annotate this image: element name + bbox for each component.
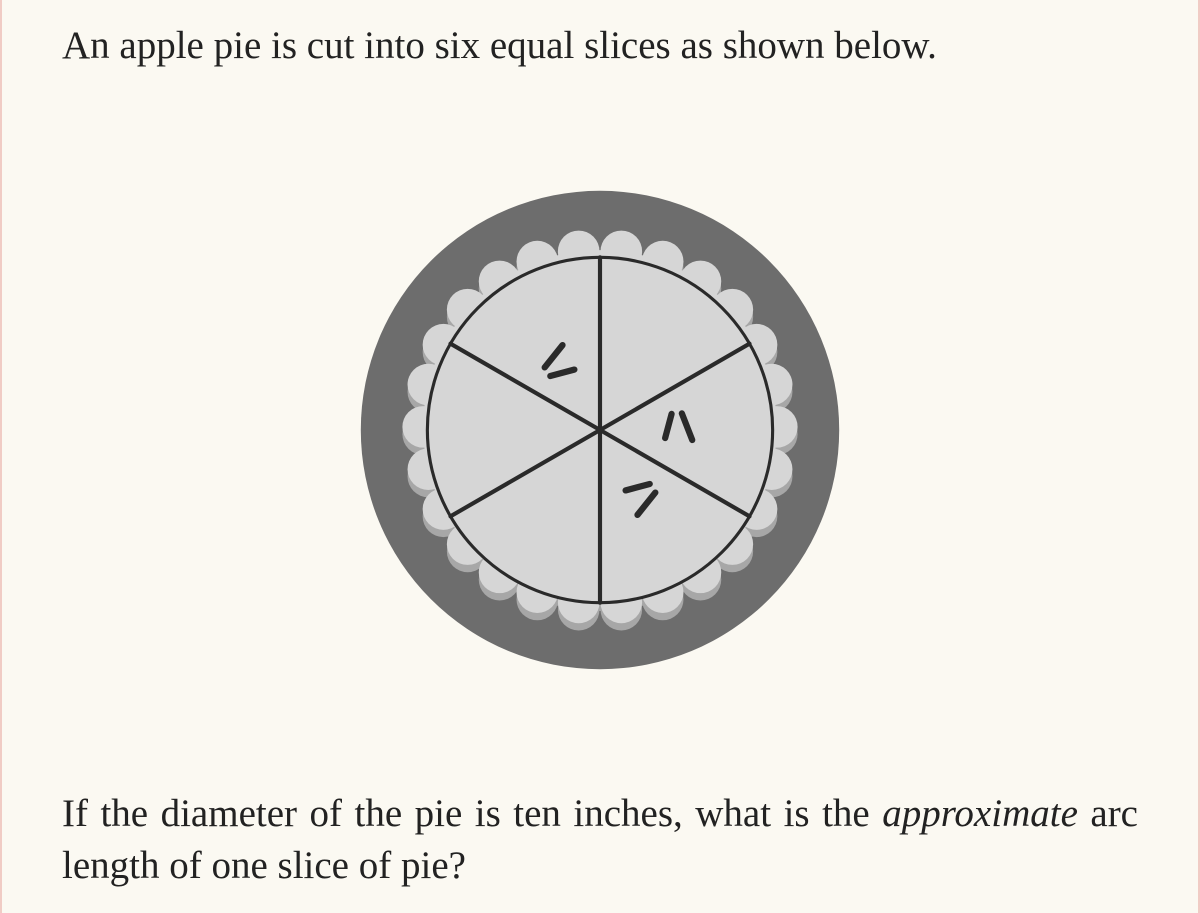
pie-figure-container — [62, 93, 1138, 768]
problem-intro: An apple pie is cut into six equal slice… — [62, 20, 1138, 73]
pie-diagram — [340, 170, 860, 690]
problem-page: An apple pie is cut into six equal slice… — [2, 0, 1198, 913]
problem-question: If the diameter of the pie is ten inches… — [62, 788, 1138, 893]
question-text-prefix: If the diameter of the pie is ten inches… — [62, 792, 882, 835]
question-emph: approximate — [882, 792, 1078, 835]
